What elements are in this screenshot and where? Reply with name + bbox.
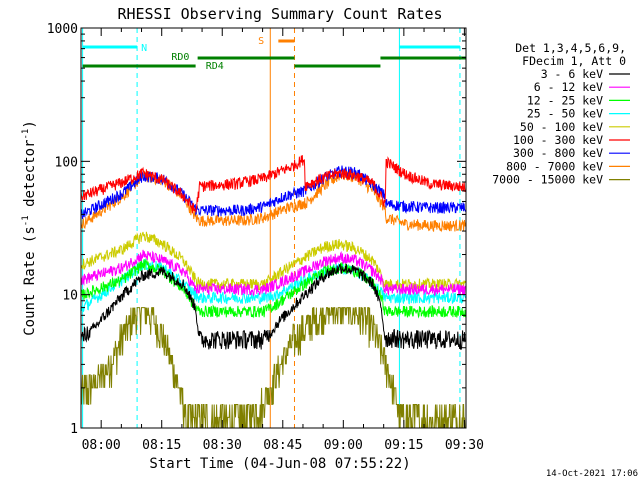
legend-label-3: 25 - 50 keV [527,107,603,121]
legend-label-1: 6 - 12 keV [534,80,603,94]
x-axis-label: Start Time (04-Jun-08 07:55:22) [149,456,410,472]
rd4-label: RD4 [206,61,224,72]
legend-label-2: 12 - 25 keV [527,93,603,107]
x-tick-label-3: 08:45 [263,438,302,453]
legend-label-4: 50 - 100 keV [520,120,603,134]
plot-area [81,28,466,428]
series-line-300-800-keV [81,165,466,219]
timestamp: 14-Oct-2021 17:06 [546,469,638,479]
series-line-6-12-keV [81,249,466,297]
y-tick-label-3: 1000 [47,22,78,37]
rd0-label: RD0 [171,52,189,63]
legend: Det 1,3,4,5,6,9,FDecim 1, Att 03 - 6 keV… [492,41,630,187]
plot-frame [80,27,467,429]
y-axis-label: Count Rate (s-1 detector-1) [21,120,38,336]
series-line-50-100-keV [81,231,466,292]
saa-label: S [258,36,264,47]
legend-label-0: 3 - 6 keV [541,67,603,81]
legend-header-1: FDecim 1, Att 0 [522,54,626,68]
series-line-100-300-keV [81,155,466,214]
night-label: N [141,43,147,54]
x-tick-label-2: 08:30 [203,438,242,453]
legend-label-8: 7000 - 15000 keV [492,173,603,187]
legend-label-5: 100 - 300 keV [513,133,603,147]
x-tick-label-6: 09:30 [445,438,484,453]
series-line-12-25-keV [81,257,466,319]
y-tick-label-0: 1 [70,422,78,437]
legend-label-7: 800 - 7000 keV [506,159,603,173]
x-axis: 08:00 08:15 08:30 08:45 09:00 09:15 09:30 [82,28,484,453]
series-line-3-6-keV [81,263,466,350]
y-tick-label-1: 10 [62,289,78,304]
x-tick-label-4: 09:00 [324,438,363,453]
x-tick-label-1: 08:15 [142,438,181,453]
y-axis: 1 10 100 1000 [47,22,466,437]
y-tick-label-2: 100 [55,155,78,170]
legend-header-0: Det 1,3,4,5,6,9, [515,41,626,55]
x-tick-label-0: 08:00 [82,438,121,453]
chart-title: RHESSI Observing Summary Count Rates [117,5,442,23]
x-tick-label-5: 09:15 [384,438,423,453]
series-line-7000-15000-keV [81,307,466,428]
legend-label-6: 300 - 800 keV [513,146,603,160]
